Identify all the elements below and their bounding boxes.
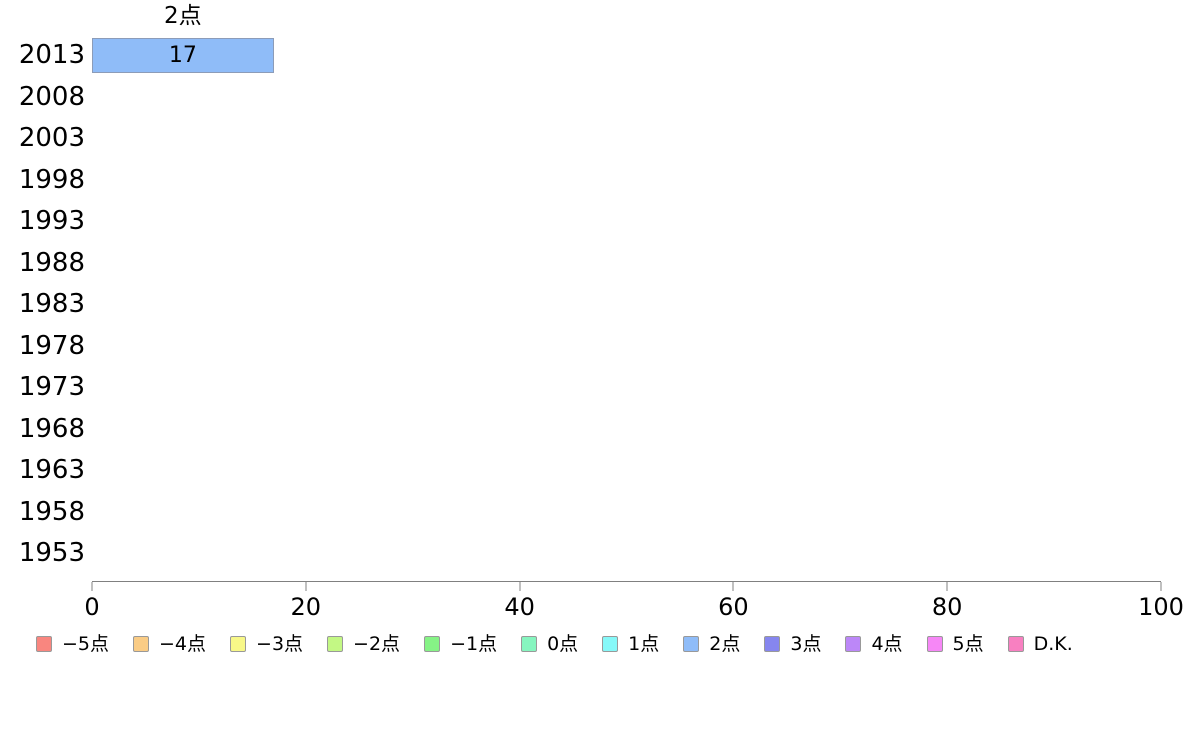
legend-swatch-icon xyxy=(424,636,441,652)
legend-item: 3点 xyxy=(764,633,821,655)
legend: −5点 −4点 −3点 −2点 −1点 0点 1点 2点 3点 4点 5点 D.K. xyxy=(36,633,1073,655)
y-axis-label: 2008 xyxy=(18,81,85,112)
legend-swatch-icon xyxy=(845,636,862,652)
legend-label: 4点 xyxy=(871,633,903,655)
plot-area: 17 xyxy=(92,35,1161,575)
x-axis: 0 20 40 60 80 100 xyxy=(84,581,1184,621)
x-axis-tick xyxy=(1160,582,1162,591)
bar-segment: 17 xyxy=(92,38,274,73)
x-axis-tick-label: 20 xyxy=(290,593,322,621)
y-axis-label: 1958 xyxy=(18,496,85,527)
legend-label: −3点 xyxy=(256,633,304,655)
legend-label: 0点 xyxy=(547,633,579,655)
legend-label: 1点 xyxy=(628,633,660,655)
legend-swatch-icon xyxy=(133,636,150,652)
y-axis-label: 1983 xyxy=(18,289,85,319)
legend-swatch-icon xyxy=(683,636,700,652)
legend-item: 5点 xyxy=(926,633,984,655)
legend-item: −4点 xyxy=(133,633,206,655)
x-axis-tick-label: 40 xyxy=(504,593,535,621)
legend-label: −4点 xyxy=(159,633,207,655)
legend-swatch-icon xyxy=(230,636,247,652)
x-axis-tick-label: 80 xyxy=(931,593,963,621)
legend-item: −3点 xyxy=(230,633,303,655)
legend-label: D.K. xyxy=(1033,633,1073,655)
x-axis-tick-label: 60 xyxy=(718,593,749,621)
bar-series-annotation: 2点 xyxy=(164,3,202,29)
x-axis-tick xyxy=(732,582,734,591)
y-axis-label: 1993 xyxy=(18,206,85,236)
legend-label: 2点 xyxy=(709,633,741,655)
legend-label: −1点 xyxy=(450,633,498,655)
legend-swatch-icon xyxy=(36,636,52,652)
y-axis-label: 1973 xyxy=(18,372,85,402)
x-axis-tick xyxy=(91,582,93,591)
legend-item: −5点 xyxy=(36,633,109,655)
legend-item: 0点 xyxy=(521,633,578,655)
legend-swatch-icon xyxy=(327,636,344,652)
legend-swatch-icon xyxy=(521,636,538,652)
y-axis-label: 1968 xyxy=(18,413,85,444)
y-axis-label: 1953 xyxy=(18,538,85,568)
legend-item: D.K. xyxy=(1007,633,1073,655)
y-axis-label: 1998 xyxy=(18,164,85,195)
legend-item: 2点 xyxy=(683,633,740,655)
legend-item: 4点 xyxy=(845,633,903,655)
x-axis-tick-label: 0 xyxy=(84,593,100,621)
x-axis-tick xyxy=(305,582,307,591)
legend-item: 1点 xyxy=(602,633,659,655)
x-axis-tick xyxy=(946,582,948,591)
x-axis-tick-label: 100 xyxy=(1138,593,1184,621)
bar-value-label: 17 xyxy=(168,43,197,68)
legend-label: 3点 xyxy=(790,633,822,655)
legend-swatch-icon xyxy=(764,636,781,652)
legend-label: −5点 xyxy=(62,633,110,655)
y-axis-labels: 2013 2008 2003 1998 1993 1988 1983 1978 1973 1968… xyxy=(0,35,85,575)
y-axis-label: 2013 xyxy=(18,40,85,70)
legend-item: −1点 xyxy=(424,633,497,655)
legend-swatch-icon xyxy=(926,636,943,652)
legend-item: −2点 xyxy=(327,633,400,655)
y-axis-label: 1988 xyxy=(18,247,85,278)
y-axis-label: 1978 xyxy=(18,330,85,361)
legend-label: −2点 xyxy=(353,633,401,655)
y-axis-label: 1963 xyxy=(18,455,85,485)
legend-label: 5点 xyxy=(952,633,984,655)
y-axis-label: 2003 xyxy=(18,123,85,153)
legend-swatch-icon xyxy=(1007,636,1024,652)
x-axis-tick xyxy=(519,582,521,591)
legend-swatch-icon xyxy=(602,636,619,652)
